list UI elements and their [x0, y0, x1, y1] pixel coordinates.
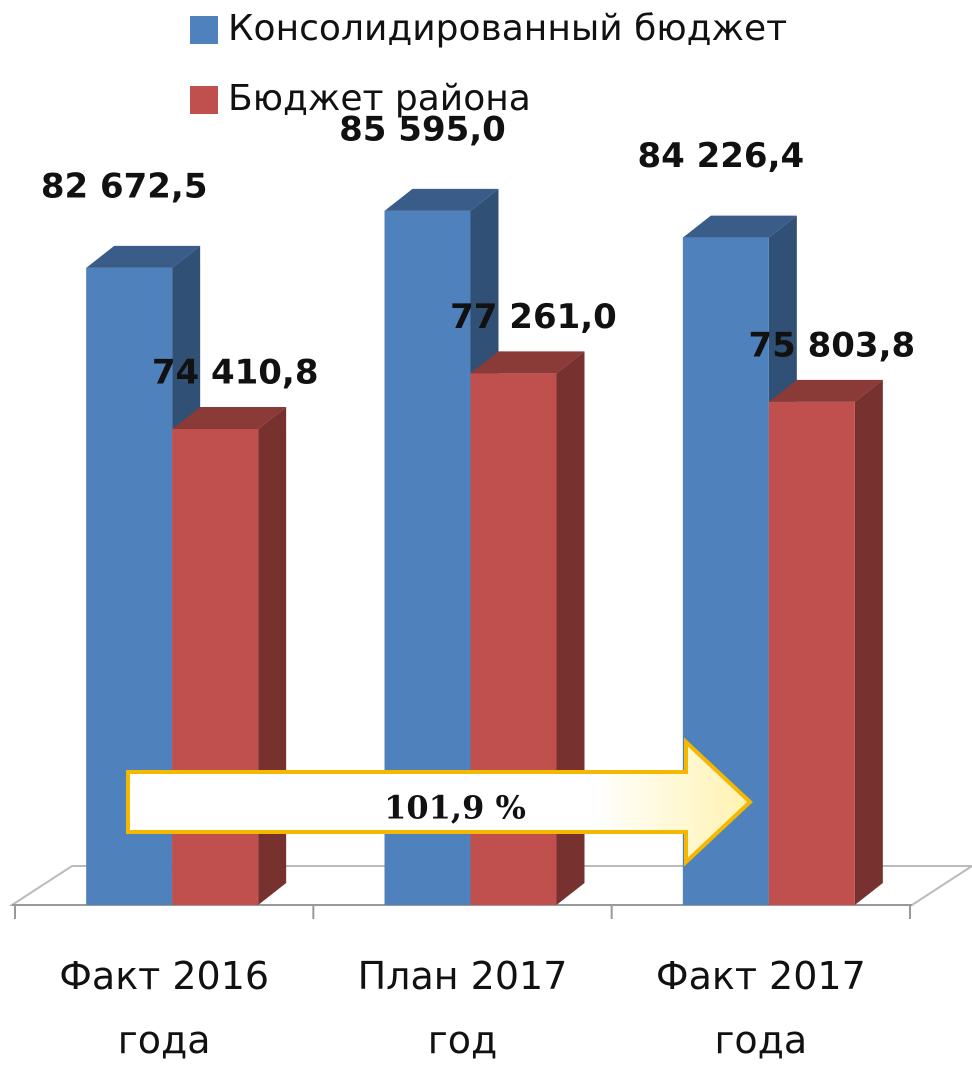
legend-label: Консолидированный бюджет: [228, 8, 787, 49]
value-label: 74 410,8: [152, 352, 319, 392]
value-label: 85 595,0: [339, 109, 506, 149]
bar-top: [86, 245, 201, 268]
value-label: 75 803,8: [748, 325, 915, 365]
growth-arrow: [126, 737, 753, 867]
value-label: 84 226,4: [637, 136, 804, 176]
value-label: 82 672,5: [41, 166, 208, 206]
bar-top: [470, 351, 585, 374]
x-tick-label: План 2017 год: [357, 954, 568, 1062]
bar-top: [768, 379, 883, 402]
bar-top: [384, 188, 499, 211]
legend-label: Бюджет района: [228, 78, 531, 119]
x-tick-label: Факт 2016 года: [59, 954, 270, 1062]
bar-side: [854, 379, 883, 905]
bar-top: [682, 215, 797, 238]
bar: [768, 401, 855, 905]
legend-swatch: [190, 16, 218, 44]
bar-side: [556, 351, 585, 905]
bar-top: [172, 406, 287, 429]
value-label: 77 261,0: [450, 297, 617, 337]
x-tick-label: Факт 2017 года: [655, 954, 866, 1062]
annotation: 101,9 %: [384, 789, 526, 827]
legend-swatch: [190, 86, 218, 114]
